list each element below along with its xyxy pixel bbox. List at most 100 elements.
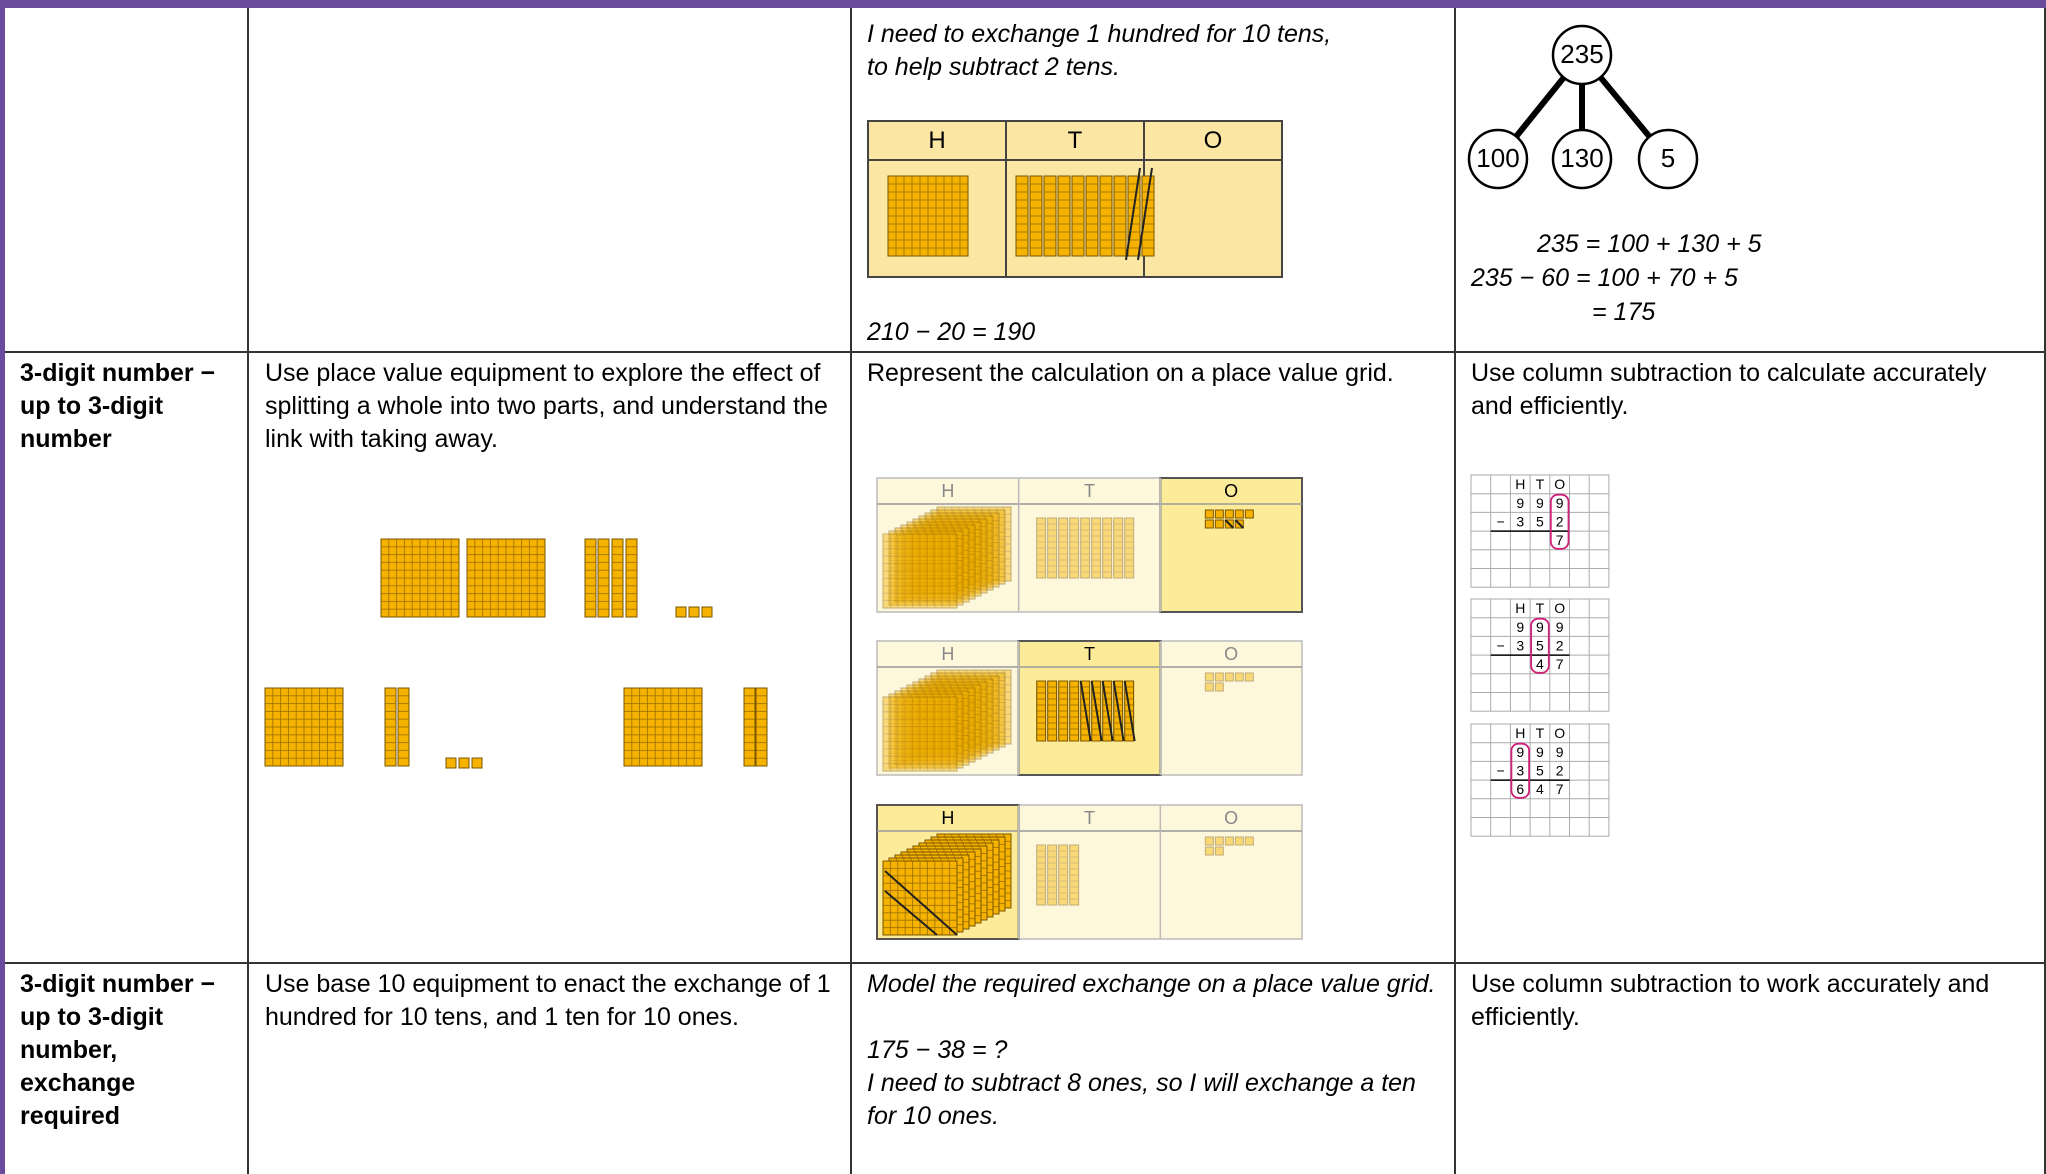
base-ten-block [1047,680,1058,742]
bond-circle [1551,128,1613,190]
text-line: to help subtract 2 tens. [867,53,1120,81]
unit-cube [1214,519,1224,529]
unit-cube [1204,846,1214,856]
text-line: Model the required exchange on a place v… [867,970,1436,998]
cross-out [884,890,938,936]
sum-digit: 5 [1536,762,1544,778]
bond-part: 100 [1476,143,1519,173]
sum-header: O [1554,600,1565,616]
sum-answer: 7 [1556,781,1564,797]
cross-out [884,870,958,936]
pv-header: O [1224,808,1238,828]
base-ten-block [466,538,546,618]
left-border [0,0,5,1174]
base-ten-block [625,538,638,618]
cross-out [1123,680,1136,742]
sum-header: H [1515,600,1525,616]
pv-header: H [928,127,945,154]
bond-part: 5 [1661,143,1675,173]
sum-digit: 2 [1556,762,1564,778]
unit-cube [1204,836,1214,846]
sum-header: H [1515,725,1525,741]
base-ten-block [1057,175,1071,257]
unit-cube [1204,519,1214,529]
unit-cube [1214,509,1224,519]
base-ten-block [1058,517,1069,579]
sum-digit: 9 [1556,744,1564,760]
unit-cube [1204,672,1214,682]
sum-digit: 9 [1516,744,1524,760]
base-ten-block [1036,680,1047,742]
pv-header: O [1224,481,1238,501]
cell-text: Use base 10 equipment to enact the excha… [265,970,831,1031]
equation: 235 − 60 = 100 + 70 + 5 [1471,264,1738,292]
cross-out [1079,680,1092,742]
base-ten-block [1099,175,1113,257]
sum-digit: 9 [1536,744,1544,760]
base-ten-block [1085,175,1099,257]
pv-header: T [1084,644,1095,664]
sum-header: O [1554,725,1565,741]
base-ten-block [384,687,397,767]
cell-text: Use column subtraction to work accuratel… [1471,970,1990,1031]
sum-header: T [1536,725,1545,741]
unit-cube [1224,672,1234,682]
pv-header: O [1224,644,1238,664]
pv-header: H [941,481,954,501]
cell-text: Use column subtraction to calculate accu… [1471,359,1987,420]
base-ten-block [1080,517,1091,579]
base-ten-block [1047,517,1058,579]
base-ten-block [1029,175,1043,257]
base-ten-block [1113,175,1127,257]
pv-header: T [1068,127,1083,154]
sum-answer: 7 [1556,532,1564,548]
cross-out [1125,167,1141,261]
unit-cube [1244,672,1254,682]
unit-cube [1224,836,1234,846]
sum-digit: 5 [1536,513,1544,529]
cross-out [1112,680,1125,742]
base-ten-block [1091,517,1102,579]
base-ten-block [623,687,703,767]
base-ten-block [1113,517,1124,579]
unit-cube [1204,509,1214,519]
sum-header: H [1515,476,1525,492]
sum-digit: 3 [1516,637,1524,653]
base-ten-block [1036,844,1047,906]
bond-whole: 235 [1560,39,1603,69]
unit-cube [1214,846,1224,856]
sum-digit: 9 [1536,495,1544,511]
base-ten-block [755,687,768,767]
base-ten-block [1069,517,1080,579]
text-line: I need to exchange 1 hundred for 10 tens… [867,20,1332,48]
text-line: 175 − 38 = ? [867,1036,1008,1064]
base-ten-block [887,175,969,257]
cross-out [1101,680,1114,742]
sum-digit: 3 [1516,762,1524,778]
unit-cube [1244,836,1254,846]
base-ten-block [584,538,597,618]
base-ten-block [1043,175,1057,257]
cell-text: Model the required exchange on a place v… [867,968,1447,1133]
unit-cube [445,757,457,769]
unit-cube [1214,836,1224,846]
base-ten-block [611,538,624,618]
cell-text: I need to exchange 1 hundred for 10 tens… [867,18,1331,84]
sum-digit: 9 [1556,619,1564,635]
sum-digit: 3 [1516,513,1524,529]
base-ten-block [1141,175,1155,257]
cell-text: Represent the calculation on a place val… [867,359,1394,387]
cross-out [1090,680,1103,742]
pv-header: H [941,808,954,828]
pv-header: H [941,644,954,664]
pv-header: O [1204,127,1223,154]
cross-out [1224,519,1235,529]
sum-sign: − [1496,513,1504,529]
sum-digit: 5 [1536,637,1544,653]
sum-digit: 9 [1536,619,1544,635]
sum-sign: − [1496,637,1504,653]
cross-out [1234,519,1245,529]
base-ten-block [882,860,958,936]
sum-answer: 6 [1516,781,1524,797]
base-ten-block [1058,844,1069,906]
